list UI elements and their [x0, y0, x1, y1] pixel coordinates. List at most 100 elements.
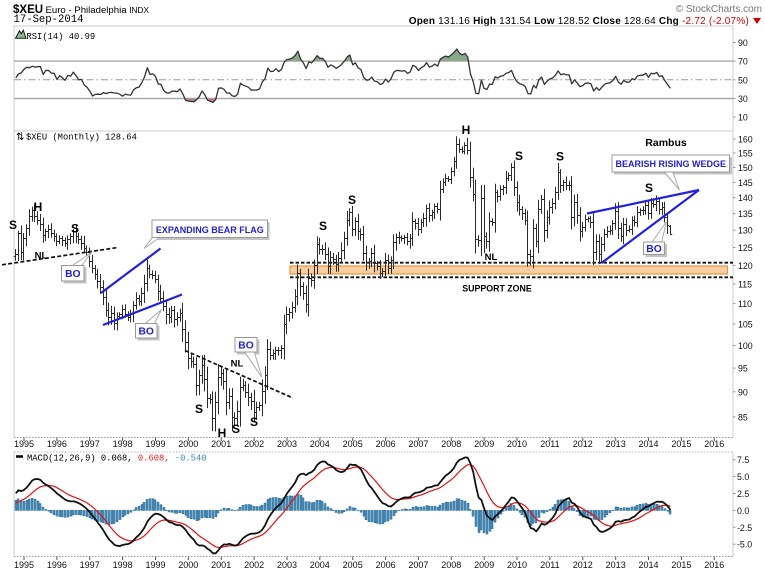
svg-text:BEARISH RISING WEDGE: BEARISH RISING WEDGE: [616, 159, 727, 169]
svg-text:2008: 2008: [441, 560, 461, 570]
svg-text:Rambus: Rambus: [645, 137, 687, 149]
svg-text:2006: 2006: [376, 439, 396, 449]
svg-text:2008: 2008: [441, 439, 461, 449]
svg-text:S: S: [556, 150, 564, 164]
svg-text:S: S: [9, 218, 17, 232]
svg-text:S: S: [645, 181, 653, 195]
svg-text:85: 85: [738, 412, 748, 422]
svg-text:2004: 2004: [310, 560, 330, 570]
svg-text:110: 110: [738, 299, 752, 309]
svg-text:160: 160: [738, 135, 753, 145]
svg-text:50: 50: [738, 75, 748, 85]
svg-text:1996: 1996: [47, 560, 67, 570]
svg-text:2.5: 2.5: [737, 489, 749, 499]
svg-text:1999: 1999: [145, 560, 165, 570]
svg-text:2000: 2000: [178, 439, 198, 449]
svg-text:-5.0: -5.0: [737, 540, 752, 550]
svg-text:$XEU: $XEU: [13, 4, 43, 16]
svg-text:H: H: [218, 426, 227, 440]
svg-text:⇅: ⇅: [16, 132, 24, 143]
svg-text:2001: 2001: [211, 560, 231, 570]
svg-text:105: 105: [738, 320, 753, 330]
svg-text:7.5: 7.5: [737, 455, 749, 465]
svg-text:EXPANDING BEAR FLAG: EXPANDING BEAR FLAG: [156, 225, 264, 235]
svg-text:2014: 2014: [638, 439, 658, 449]
svg-text:135: 135: [738, 209, 753, 219]
svg-text:BO: BO: [65, 269, 80, 280]
svg-text:2015: 2015: [671, 560, 691, 570]
svg-text:1995: 1995: [14, 560, 34, 570]
svg-text:1999: 1999: [145, 439, 165, 449]
svg-text:1997: 1997: [80, 439, 100, 449]
svg-text:10: 10: [738, 113, 748, 123]
svg-text:© StockCharts.com: © StockCharts.com: [676, 4, 762, 15]
svg-text:2010: 2010: [507, 439, 527, 449]
svg-text:100: 100: [738, 341, 753, 351]
svg-text:150: 150: [738, 163, 753, 173]
svg-text:17-Sep-2014: 17-Sep-2014: [14, 14, 84, 26]
svg-text:S: S: [348, 193, 356, 207]
svg-text:2007: 2007: [408, 439, 428, 449]
svg-text:-2.5: -2.5: [737, 523, 752, 533]
svg-text:2013: 2013: [606, 439, 626, 449]
svg-text:$XEU (Monthly) 128.64: $XEU (Monthly) 128.64: [26, 133, 137, 143]
svg-text:2005: 2005: [343, 439, 363, 449]
svg-text:S: S: [319, 219, 327, 233]
svg-text:145: 145: [738, 178, 753, 188]
svg-text:2014: 2014: [638, 560, 658, 570]
svg-text:2012: 2012: [573, 560, 593, 570]
svg-text:115: 115: [738, 280, 752, 290]
svg-text:MACD(12,26,9) 0.068, 0.608, -0: MACD(12,26,9) 0.068, 0.608, -0.540: [27, 454, 207, 464]
svg-text:2013: 2013: [606, 560, 626, 570]
svg-text:RSI(14) 40.99: RSI(14) 40.99: [27, 32, 96, 42]
svg-text:BO: BO: [138, 327, 153, 338]
svg-text:2012: 2012: [573, 439, 593, 449]
svg-text:NL: NL: [231, 359, 244, 370]
svg-text:120: 120: [738, 261, 753, 271]
svg-text:125: 125: [738, 243, 753, 253]
svg-text:Open 131.16 High 131.54 Low 12: Open 131.16 High 131.54 Low 128.52 Close…: [409, 16, 749, 27]
svg-text:2011: 2011: [540, 560, 559, 570]
svg-text:2016: 2016: [704, 560, 724, 570]
svg-text:2010: 2010: [507, 560, 527, 570]
svg-text:5.0: 5.0: [737, 472, 749, 482]
svg-text:0.0: 0.0: [737, 506, 749, 516]
svg-text:2001: 2001: [211, 439, 231, 449]
svg-text:1998: 1998: [113, 439, 133, 449]
svg-text:2003: 2003: [277, 560, 297, 570]
svg-text:2007: 2007: [408, 560, 428, 570]
svg-text:Euro - Philadelphia INDX: Euro - Philadelphia INDX: [46, 5, 150, 16]
svg-text:NL: NL: [35, 251, 48, 262]
svg-text:S: S: [515, 149, 523, 163]
svg-text:2015: 2015: [671, 439, 691, 449]
svg-text:1997: 1997: [80, 560, 100, 570]
svg-text:2002: 2002: [244, 439, 264, 449]
svg-text:95: 95: [738, 364, 748, 374]
svg-text:H: H: [34, 200, 43, 214]
svg-text:2009: 2009: [474, 439, 494, 449]
svg-text:1998: 1998: [113, 560, 133, 570]
svg-text:S: S: [71, 222, 79, 236]
svg-text:2011: 2011: [540, 439, 559, 449]
svg-text:2003: 2003: [277, 439, 297, 449]
svg-text:130: 130: [738, 226, 753, 236]
svg-text:2000: 2000: [178, 560, 198, 570]
svg-text:30: 30: [738, 94, 748, 104]
svg-text:SUPPORT ZONE: SUPPORT ZONE: [462, 284, 532, 294]
svg-text:2004: 2004: [310, 439, 330, 449]
svg-text:S: S: [250, 415, 258, 429]
svg-text:1996: 1996: [47, 439, 67, 449]
svg-text:S: S: [195, 402, 203, 416]
svg-text:NL: NL: [485, 252, 498, 263]
svg-text:2009: 2009: [474, 560, 494, 570]
svg-text:90: 90: [738, 38, 748, 48]
svg-text:70: 70: [738, 57, 748, 67]
svg-text:90: 90: [738, 387, 748, 397]
svg-text:H: H: [462, 123, 471, 137]
svg-text:1995: 1995: [14, 439, 34, 449]
svg-text:155: 155: [738, 149, 753, 159]
svg-text:2002: 2002: [244, 560, 264, 570]
svg-text:S: S: [232, 422, 240, 436]
svg-text:2016: 2016: [704, 439, 724, 449]
svg-text:2005: 2005: [343, 560, 363, 570]
